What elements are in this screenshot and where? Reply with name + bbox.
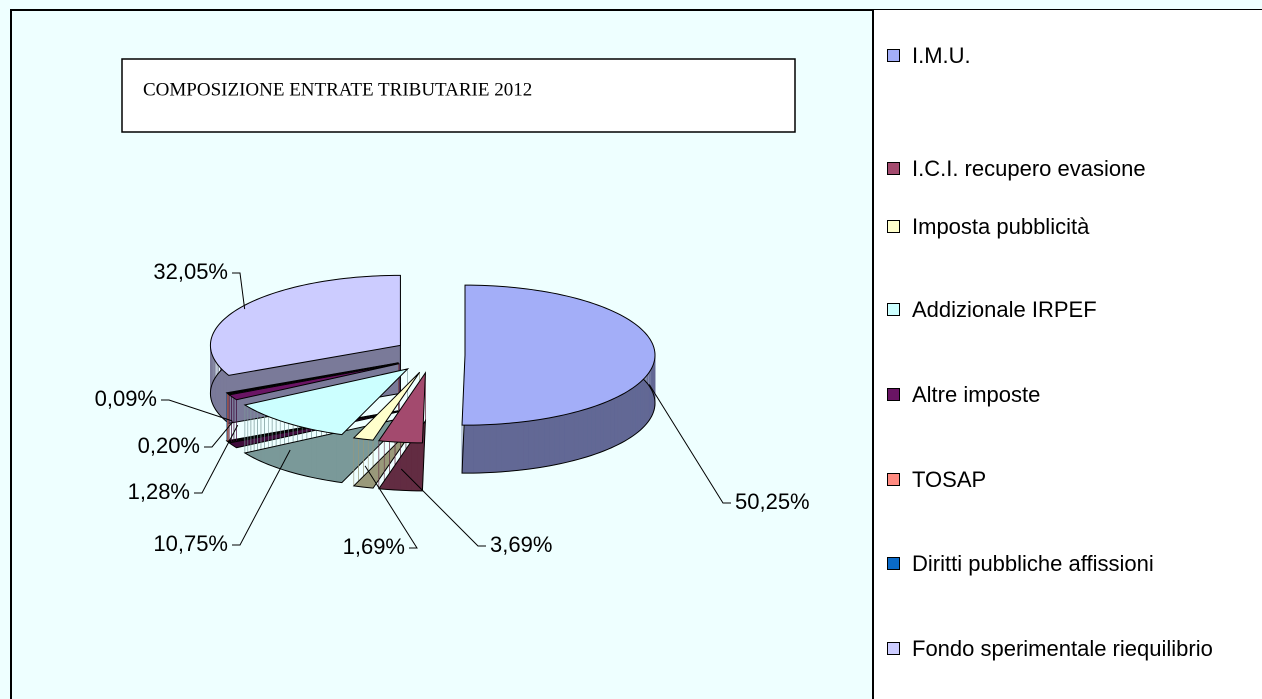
leader-line: [232, 449, 291, 546]
legend-swatch: [887, 220, 900, 233]
title-box: [121, 58, 796, 133]
legend-label: Fondo sperimentale riequilibrio: [912, 636, 1213, 661]
legend-item: Fondo sperimentale riequilibrio: [887, 633, 1227, 665]
leader-line: [364, 465, 418, 549]
legend: I.M.U. I.C.I. recupero evasione Imposta pu…: [872, 10, 1262, 699]
data-label: 50,25%: [735, 489, 810, 514]
slice-outline: [243, 416, 410, 484]
leader-line: [204, 421, 234, 448]
leader-line: [161, 399, 233, 422]
data-label: 1,69%: [343, 534, 405, 559]
slice: [377, 371, 426, 444]
legend-label: TOSAP: [912, 467, 987, 492]
legend-label: I.C.I. recupero evasione: [912, 156, 1146, 181]
slice: [243, 368, 410, 436]
legend-swatch: [887, 473, 900, 486]
data-label: 0,20%: [138, 433, 200, 458]
slice-outline: [352, 419, 421, 489]
legend-swatch: [887, 557, 900, 570]
legend-swatch: [887, 49, 900, 62]
slice: [352, 371, 421, 441]
legend-label: I.M.U.: [912, 43, 971, 68]
legend-label: Addizionale IRPEF: [912, 297, 1097, 322]
legend-item: Imposta pubblicità: [887, 211, 1227, 243]
legend-item: Addizionale IRPEF: [887, 294, 1227, 326]
leader-line: [400, 468, 486, 547]
data-label: 10,75%: [153, 531, 228, 556]
legend-label: Diritti pubbliche affissioni: [912, 551, 1154, 576]
legend-swatch: [887, 162, 900, 175]
legend-item: Diritti pubbliche affissioni: [887, 548, 1227, 580]
leader-line: [648, 384, 731, 504]
slice: [461, 284, 656, 426]
slice: [209, 274, 401, 376]
slice-outline: [377, 419, 426, 492]
data-label: 3,69%: [490, 532, 552, 557]
legend-label: Altre imposte: [912, 382, 1041, 407]
legend-swatch: [887, 642, 900, 655]
legend-item: I.C.I. recupero evasione: [887, 153, 1227, 185]
leader-line: [194, 424, 239, 494]
data-label: 0,09%: [95, 386, 157, 411]
chart-title: COMPOSIZIONE ENTRATE TRIBUTARIE 2012: [143, 79, 532, 100]
slice: [226, 362, 399, 395]
data-label: 32,05%: [153, 259, 228, 284]
legend-item: Altre imposte: [887, 379, 1227, 411]
data-label: 1,28%: [128, 479, 190, 504]
legend-swatch: [887, 303, 900, 316]
legend-swatch: [887, 388, 900, 401]
legend-item: TOSAP: [887, 464, 1227, 496]
legend-label: Imposta pubblicità: [912, 214, 1090, 239]
slice: [227, 363, 400, 401]
leader-line: [232, 272, 246, 310]
legend-item: I.M.U.: [887, 40, 1227, 72]
